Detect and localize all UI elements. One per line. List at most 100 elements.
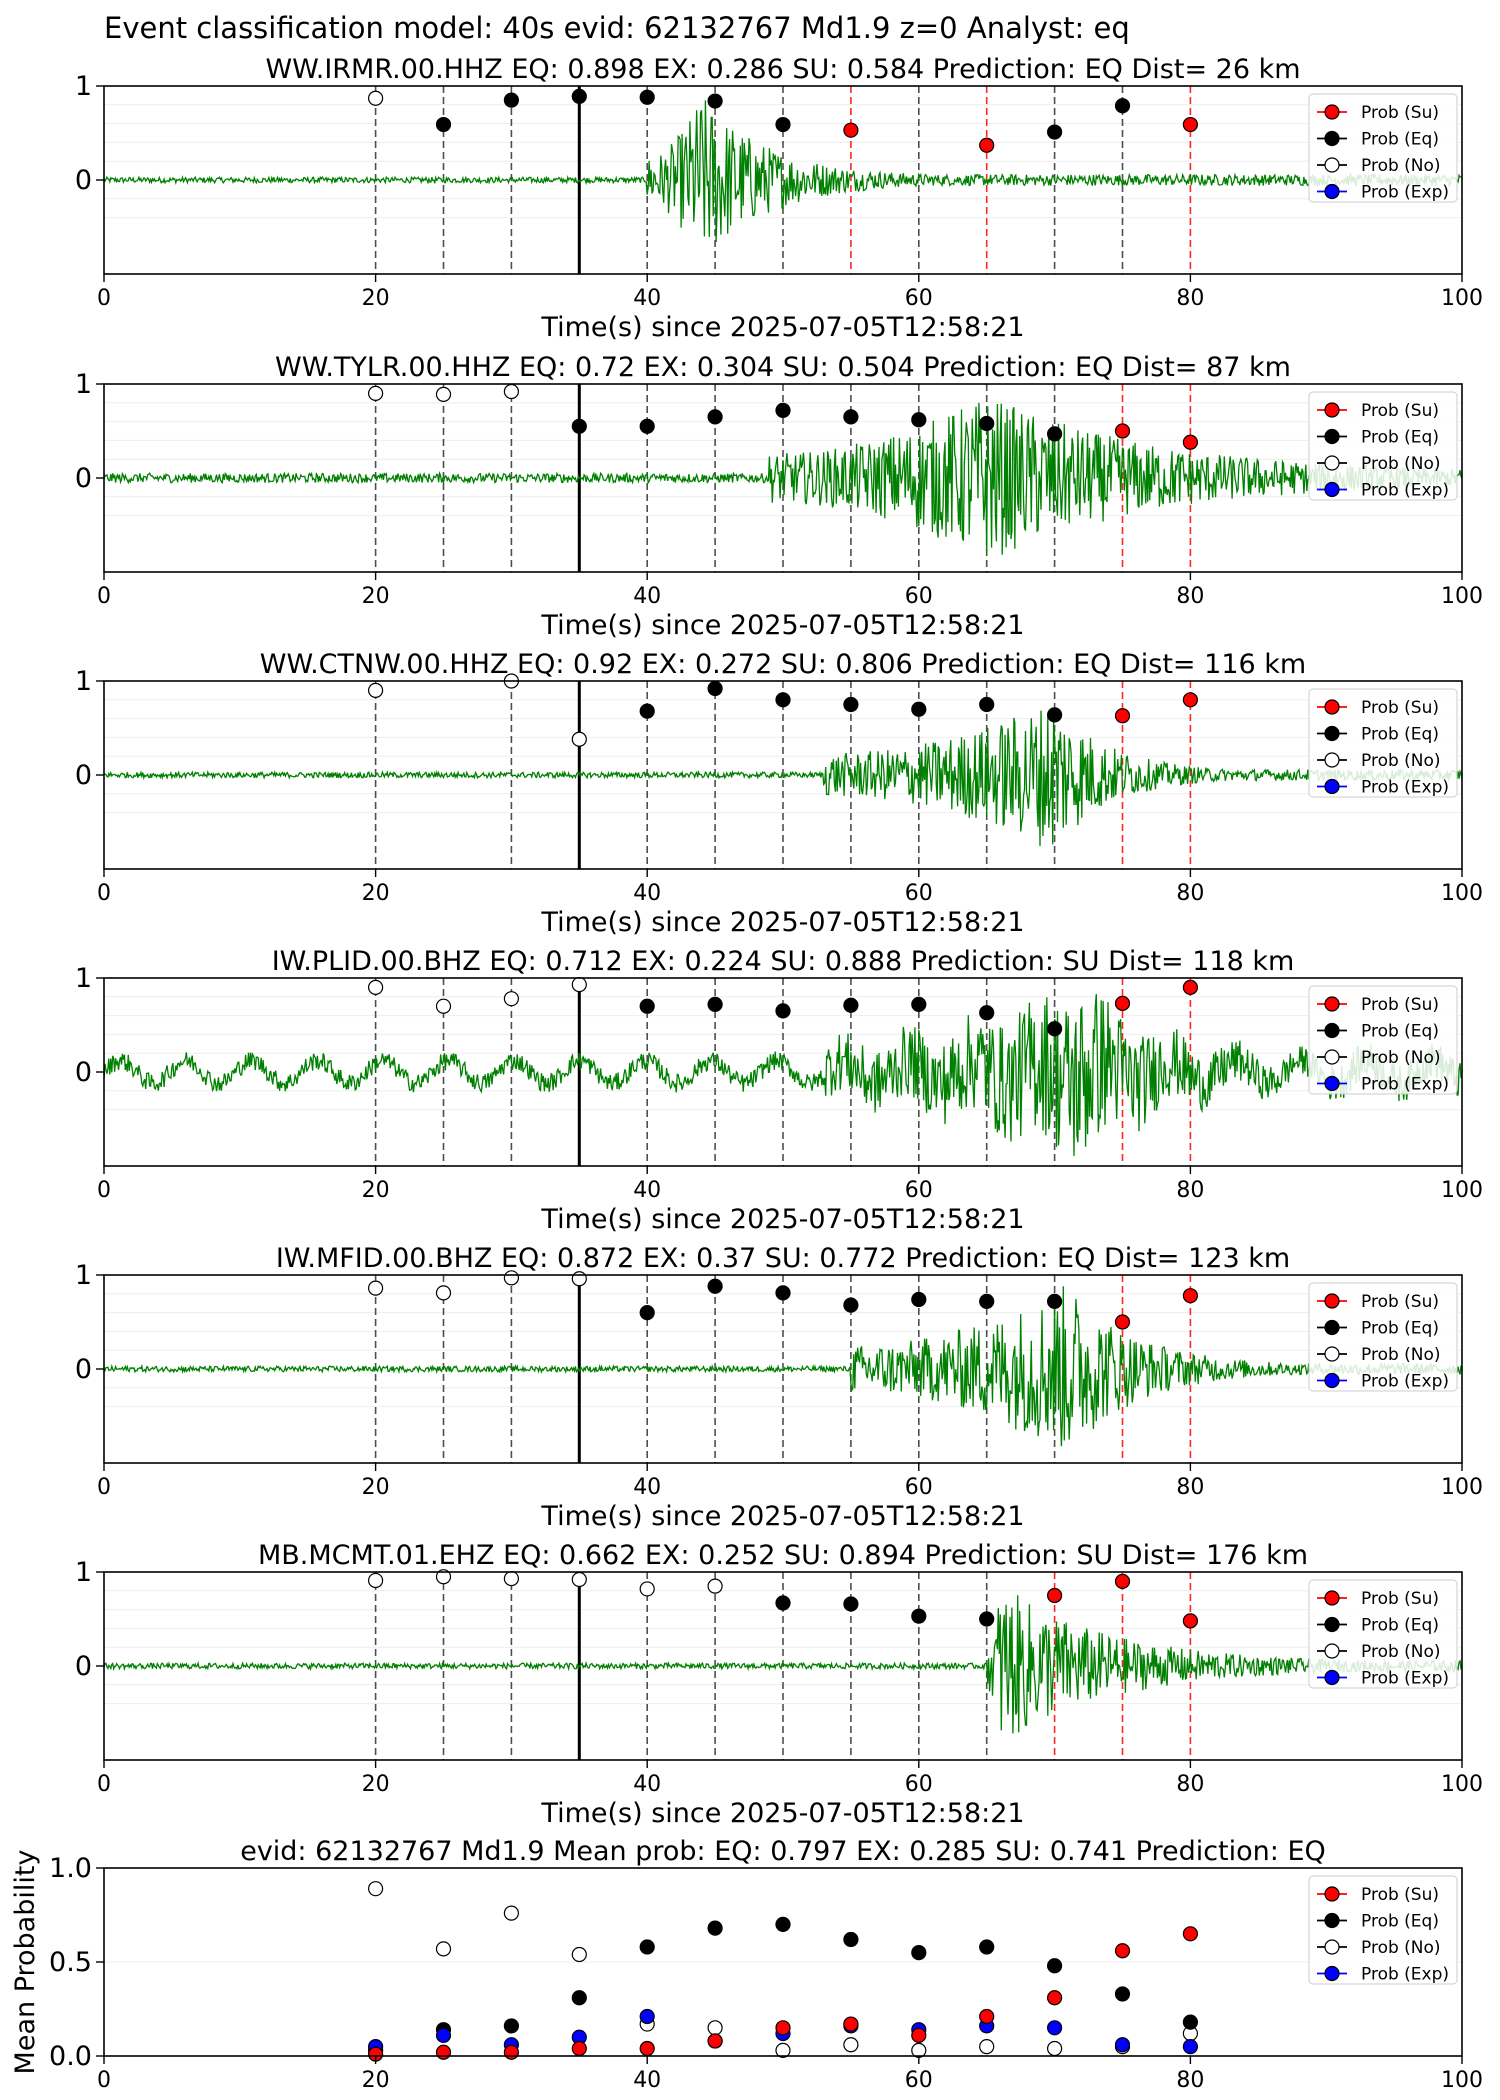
mean-prob-marker xyxy=(1046,2040,1063,2057)
legend-label: Prob (No) xyxy=(1361,1345,1441,1365)
mean-prob-marker xyxy=(1182,2038,1199,2055)
x-tick-label: 40 xyxy=(633,2068,661,2093)
prob-marker xyxy=(1114,1573,1131,1590)
legend-marker xyxy=(1324,1075,1340,1092)
legend-marker xyxy=(1324,752,1340,768)
legend-marker xyxy=(1324,1590,1340,1606)
legend-marker xyxy=(1324,1965,1340,1982)
legend: Prob (Su) Prob (Eq) Prob (No) Prob (Exp) xyxy=(1308,1875,1458,1985)
mean-prob-marker xyxy=(843,2016,859,2032)
panel-title: WW.TYLR.00.HHZ EQ: 0.72 EX: 0.304 SU: 0.… xyxy=(275,352,1291,383)
y-tick-label: 1 xyxy=(75,1260,92,1291)
legend-label: Prob (Exp) xyxy=(1361,183,1449,203)
legend-marker xyxy=(1324,1022,1340,1039)
x-tick-label: 20 xyxy=(362,881,390,906)
legend-label: Prob (Exp) xyxy=(1361,778,1449,798)
prob-marker xyxy=(1046,1587,1063,1604)
mean-prob-marker xyxy=(1114,2037,1131,2053)
prob-marker xyxy=(707,1278,723,1294)
legend-marker xyxy=(1324,428,1340,445)
x-tick-label: 0 xyxy=(97,286,111,311)
prob-marker xyxy=(435,1569,452,1585)
prob-marker xyxy=(843,997,859,1013)
x-tick-label: 0 xyxy=(97,1178,111,1203)
x-tick-label: 100 xyxy=(1441,1475,1483,1500)
x-tick-label: 100 xyxy=(1441,2068,1483,2093)
waveform-trace xyxy=(103,1286,1463,1447)
prob-marker xyxy=(979,696,995,713)
prob-marker xyxy=(1114,708,1131,724)
legend-box xyxy=(1308,391,1458,501)
legend-label: Prob (Eq) xyxy=(1361,1022,1439,1042)
legend: Prob (Su) Prob (Eq) Prob (No) Prob (Exp) xyxy=(1308,688,1458,798)
x-tick-label: 40 xyxy=(633,584,661,609)
legend-label: Prob (No) xyxy=(1361,1642,1441,1662)
legend-label: Prob (Exp) xyxy=(1361,1075,1449,1095)
prob-marker xyxy=(639,998,655,1014)
panel-title: WW.CTNW.00.HHZ EQ: 0.92 EX: 0.272 SU: 0.… xyxy=(260,649,1306,680)
legend-label: Prob (Eq) xyxy=(1361,1616,1439,1636)
mean-prob-marker xyxy=(843,2037,859,2053)
legend-label: Prob (No) xyxy=(1361,751,1441,771)
mean-prob-marker xyxy=(1046,1990,1063,2006)
prob-marker xyxy=(843,696,859,713)
prob-marker xyxy=(1046,707,1063,723)
x-tick-label: 20 xyxy=(362,1178,390,1203)
legend: Prob (Su) Prob (Eq) Prob (No) Prob (Exp) xyxy=(1308,93,1458,203)
y-tick-label: 1 xyxy=(75,1557,92,1588)
legend-box xyxy=(1308,688,1458,798)
prob-marker xyxy=(571,1271,587,1287)
mean-prob-marker xyxy=(1046,2020,1063,2036)
y-tick-label: 0.5 xyxy=(49,1947,92,1978)
prob-marker xyxy=(503,1270,519,1286)
x-axis-label: Time(s) since 2025-07-05T12:58:21 xyxy=(540,1501,1024,1532)
legend-marker xyxy=(1324,996,1340,1012)
y-tick-label: 1 xyxy=(75,71,92,102)
prob-marker xyxy=(979,1293,995,1309)
x-tick-label: 60 xyxy=(905,881,933,906)
prob-marker xyxy=(368,979,384,996)
x-tick-label: 80 xyxy=(1176,1772,1204,1797)
x-tick-label: 100 xyxy=(1441,1178,1483,1203)
legend-marker xyxy=(1324,402,1340,418)
x-axis-label: Time(s) since 2025-07-05T12:58:21 xyxy=(540,1204,1024,1235)
mean-prob-marker xyxy=(775,2042,791,2058)
panel-title: WW.IRMR.00.HHZ EQ: 0.898 EX: 0.286 SU: 0… xyxy=(265,54,1300,85)
prob-marker xyxy=(1182,1288,1199,1304)
x-tick-label: 80 xyxy=(1176,881,1204,906)
legend-label: Prob (Eq) xyxy=(1361,1912,1439,1932)
legend-marker xyxy=(1324,1372,1340,1389)
prob-marker xyxy=(979,1005,995,1021)
prob-marker xyxy=(503,92,519,108)
mean-prob-marker xyxy=(1182,2014,1199,2030)
x-tick-label: 40 xyxy=(633,1178,661,1203)
waveform-trace xyxy=(103,710,1463,847)
y-tick-label: 1 xyxy=(75,963,92,994)
prob-marker xyxy=(843,409,859,425)
x-axis-label: Time(s) since 2025-07-05T12:58:21 xyxy=(540,1798,1024,1829)
figure-title: Event classification model: 40s evid: 62… xyxy=(104,11,1130,45)
mean-prob-marker xyxy=(639,1939,655,1955)
legend-marker xyxy=(1324,778,1340,795)
legend-label: Prob (No) xyxy=(1361,1938,1441,1958)
y-tick-label: 0 xyxy=(75,463,92,494)
x-tick-label: 0 xyxy=(97,2068,111,2093)
mean-prob-marker xyxy=(571,1946,587,1963)
legend-label: Prob (Su) xyxy=(1361,1885,1439,1905)
prob-marker xyxy=(775,1285,791,1301)
mean-prob-marker xyxy=(435,2044,452,2060)
y-tick-label: 1.0 xyxy=(49,1853,92,1884)
prob-marker xyxy=(571,418,587,434)
x-tick-label: 40 xyxy=(633,1475,661,1500)
legend-label: Prob (Exp) xyxy=(1361,1965,1449,1985)
prob-marker xyxy=(843,1596,859,1612)
prob-marker xyxy=(503,383,519,400)
legend-marker xyxy=(1324,183,1340,200)
legend-label: Prob (No) xyxy=(1361,454,1441,474)
prob-marker xyxy=(639,418,655,434)
legend-label: Prob (Exp) xyxy=(1361,1372,1449,1392)
prob-marker xyxy=(571,88,587,104)
x-tick-label: 20 xyxy=(362,286,390,311)
panel-title: MB.MCMT.01.EHZ EQ: 0.662 EX: 0.252 SU: 0… xyxy=(258,1540,1308,1571)
prob-marker xyxy=(775,692,791,708)
